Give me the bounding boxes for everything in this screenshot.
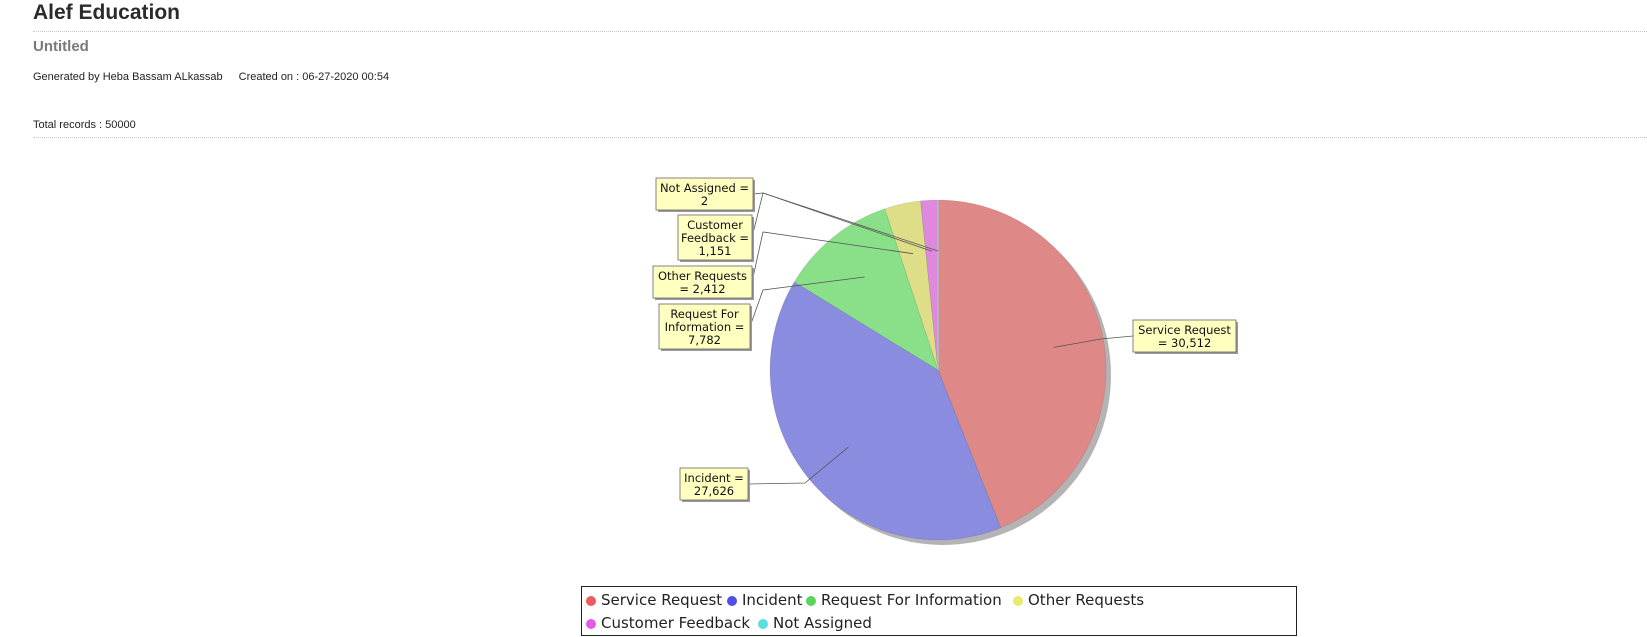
legend-label: Customer Feedback	[601, 614, 751, 632]
legend-label: Service Request	[601, 591, 723, 609]
total-records: Total records : 50000	[33, 119, 136, 131]
generated-by: Generated by Heba Bassam ALkassab	[33, 71, 223, 83]
data-label-box	[655, 177, 754, 211]
data-label-line: Feedback =	[681, 231, 749, 245]
leader-line-service-request	[1053, 335, 1134, 348]
legend-swatch	[586, 619, 596, 629]
legend-swatch	[1013, 596, 1023, 606]
pie-slice-other-requests	[884, 200, 939, 371]
data-label-text: Not Assigned = 2	[660, 181, 749, 208]
data-label-other-requests: Other Requests = 2,412	[652, 265, 754, 300]
data-label-box	[679, 467, 749, 501]
legend-label: Not Assigned	[773, 614, 872, 632]
legend-item-other-requests: Other Requests	[1013, 591, 1144, 609]
report-meta: Generated by Heba Bassam ALkassab Create…	[33, 71, 402, 83]
data-label-box	[652, 265, 753, 299]
leader-line-incident	[747, 446, 849, 485]
data-label-text: Other Requests = 2,412	[658, 269, 747, 296]
data-label-box	[677, 214, 753, 261]
data-label-line: Request For	[670, 307, 739, 321]
legend-swatch	[727, 596, 737, 606]
created-on: Created on : 06-27-2020 00:54	[238, 71, 390, 83]
legend-label: Request For Information	[821, 591, 1002, 609]
leader-line-other-requests	[751, 231, 914, 283]
legend-item-request-for-information: Request For Information	[806, 591, 1002, 609]
data-label-line: 2	[701, 194, 708, 208]
data-label-text: Request For Information = 7,782	[665, 307, 745, 347]
chart-legend: Service Request Incident Request For Infor…	[581, 586, 1297, 636]
data-label-text: Incident = 27,626	[684, 471, 744, 498]
data-label-service-request: Service Request = 30,512	[1132, 319, 1238, 354]
data-label-line: Information =	[665, 320, 745, 334]
legend-swatch	[758, 619, 768, 629]
report-subtitle: Untitled	[33, 38, 89, 55]
data-label-line: 27,626	[694, 484, 734, 498]
pie-slice-customer-feedback	[920, 199, 939, 371]
data-label-line: Not Assigned =	[660, 181, 749, 195]
header-divider	[33, 137, 1647, 138]
data-label-line: Other Requests	[658, 269, 747, 283]
data-label-line: 1,151	[699, 244, 732, 258]
leader-line-not-assigned	[752, 192, 939, 252]
data-label-line: 7,782	[688, 333, 721, 347]
data-label-incident: Incident = 27,626	[679, 467, 750, 502]
leader-line-request-for-information	[749, 276, 865, 327]
data-label-box	[1132, 319, 1237, 353]
pie-chart: Service Request = 30,512 Incident = 27,626 R…	[652, 177, 1238, 545]
legend-label: Other Requests	[1028, 591, 1145, 609]
data-label-line: Service Request	[1138, 323, 1231, 337]
legend-item-incident: Incident	[727, 591, 802, 609]
data-label-line: Incident =	[684, 471, 744, 485]
legend-item-customer-feedback: Customer Feedback	[586, 614, 750, 632]
pie-slice-request-for-information	[793, 208, 939, 371]
legend-item-not-assigned: Not Assigned	[758, 614, 872, 632]
data-label-request-for-information: Request For Information = 7,782	[658, 303, 752, 351]
pie-slice-service-request	[937, 199, 1107, 529]
data-label-line: = 30,512	[1158, 336, 1212, 350]
data-label-text: Service Request = 30,512	[1138, 323, 1231, 350]
data-label-not-assigned: Not Assigned = 2	[655, 177, 755, 212]
data-label-text: Customer Feedback = 1,151	[681, 218, 749, 258]
legend-label: Incident	[742, 591, 803, 609]
report-title: Alef Education	[33, 1, 181, 24]
legend-swatch	[806, 596, 816, 606]
title-divider	[33, 31, 1647, 32]
data-label-line: Customer	[687, 218, 743, 232]
data-label-customer-feedback: Customer Feedback = 1,151	[677, 214, 754, 262]
pie-slice-incident	[769, 281, 1002, 541]
data-label-box	[658, 303, 751, 350]
data-label-line: = 2,412	[679, 282, 725, 296]
legend-item-service-request: Service Request	[586, 591, 722, 609]
legend-swatch	[586, 596, 596, 606]
